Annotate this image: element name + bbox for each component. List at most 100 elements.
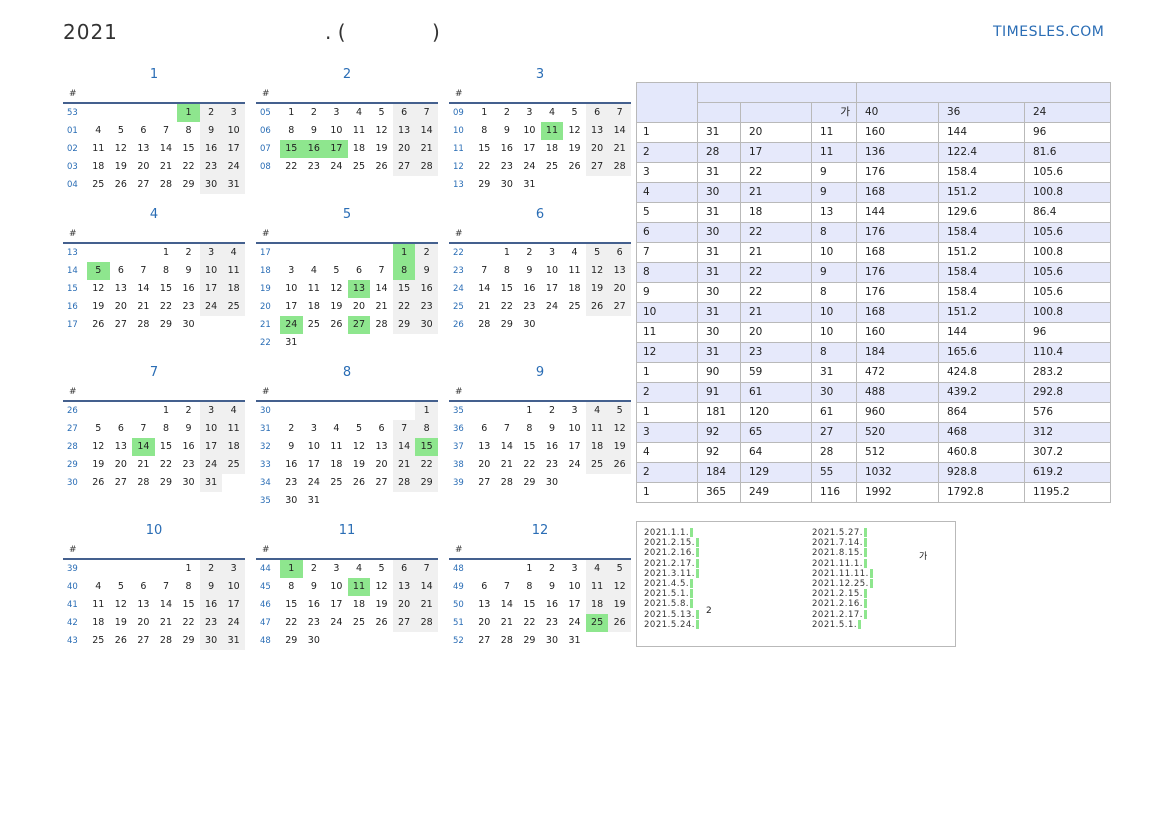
stats-row: 11 30 20 10 160 144 96 xyxy=(636,322,1111,343)
stats-cell: 472 xyxy=(856,362,939,383)
week-number: 51 xyxy=(453,618,464,628)
month-9: 9 #35 1 2 3 4 5 36 6 7 8 9 10 11 12 37 13 14 15 16 17 18 19 38 2… xyxy=(449,364,631,492)
holiday-entry: 2021.5.13. xyxy=(644,609,699,620)
day-cell: 27 xyxy=(478,477,491,488)
day-cell: 11 xyxy=(92,599,105,610)
day-cell: 9 xyxy=(288,441,295,452)
holiday-marker xyxy=(863,599,867,609)
week-row: 12 22 23 24 25 26 27 28 xyxy=(449,158,631,176)
stats-cell: 11 xyxy=(811,142,857,163)
day-cell: 11 xyxy=(222,420,245,438)
day-cell: 13 xyxy=(375,441,388,452)
day-cell: 20 xyxy=(392,596,416,614)
day-cell: 23 xyxy=(415,298,438,316)
day-cell: 5 xyxy=(117,581,124,592)
day-cell xyxy=(110,104,133,122)
stats-cell: 11 xyxy=(811,122,857,143)
day-cell: 3 xyxy=(526,107,533,118)
day-cell: 29 xyxy=(285,635,298,646)
week-row: 22 31 xyxy=(256,334,438,352)
holiday-entry: 2021.2.17. xyxy=(812,609,873,620)
day-cell: 12 xyxy=(375,581,388,592)
week-row: 49 6 7 8 9 10 11 12 xyxy=(449,578,631,596)
month-name: 6 xyxy=(535,207,545,222)
day-cell: 10 xyxy=(222,578,245,596)
day-cell: 28 xyxy=(478,319,491,330)
day-cell: 4 xyxy=(355,563,362,574)
day-cell: 12 xyxy=(92,441,105,452)
day-cell: 19 xyxy=(608,596,631,614)
week-row: 31 2 3 4 5 6 7 8 xyxy=(256,420,438,438)
day-cell: 25 xyxy=(330,477,343,488)
month-name: 2 xyxy=(342,67,352,82)
day-cell: 4 xyxy=(310,265,317,276)
day-cell: 26 xyxy=(352,477,366,488)
stats-col-header: 가 xyxy=(811,102,857,123)
stats-cell: 105.6 xyxy=(1024,262,1111,283)
week-number: 26 xyxy=(67,406,78,416)
day-cell: 26 xyxy=(114,179,127,190)
stats-cell: 17 xyxy=(740,142,812,163)
holiday-marker xyxy=(863,589,867,599)
week-number-header: # xyxy=(69,545,77,555)
stats-cell: 307.2 xyxy=(1024,442,1111,463)
day-cell: 14 xyxy=(137,283,150,294)
stats-row: 1 181 120 61 960 864 576 xyxy=(636,402,1111,423)
holiday-entry: 2021.1.1. xyxy=(644,528,699,538)
stats-cell: 468 xyxy=(938,422,1025,443)
day-cell: 22 xyxy=(182,161,195,172)
day-cell xyxy=(87,244,110,262)
day-cell xyxy=(496,402,519,420)
stats-cell: 13 xyxy=(811,202,857,223)
day-cell: 22 xyxy=(159,301,173,312)
week-number-header: # xyxy=(69,89,77,99)
holiday-marker xyxy=(695,538,699,548)
day-cell: 13 xyxy=(137,143,150,154)
week-number: 53 xyxy=(67,108,78,118)
week-number: 30 xyxy=(67,478,78,488)
stats-cell: 165.6 xyxy=(938,342,1025,363)
stats-cell: 9 xyxy=(811,182,857,203)
day-cell: 4 xyxy=(222,402,245,420)
day-cell: 23 xyxy=(523,301,536,312)
month-name: 4 xyxy=(149,207,159,222)
day-cell: 8 xyxy=(415,420,438,438)
week-number: 32 xyxy=(260,442,271,452)
day-cell: 15 xyxy=(500,283,513,294)
day-cell xyxy=(370,632,393,650)
week-number-header: # xyxy=(262,229,270,239)
week-number: 10 xyxy=(453,126,464,136)
stats-row: 2 184 129 55 1032 928.8 619.2 xyxy=(636,462,1111,483)
week-number: 18 xyxy=(260,266,271,276)
stats-cell: 100.8 xyxy=(1024,242,1111,263)
day-cell xyxy=(110,244,133,262)
site-link[interactable]: TIMESLES.COM xyxy=(993,24,1105,40)
day-cell: 30 xyxy=(545,635,559,646)
day-cell: 23 xyxy=(285,477,298,488)
day-cell: 8 xyxy=(162,265,169,276)
day-cell: 8 xyxy=(481,125,488,136)
day-cell: 9 xyxy=(526,265,533,276)
stats-cell: 460.8 xyxy=(938,442,1025,463)
day-cell xyxy=(608,176,631,194)
stats-row: 9 30 22 8 176 158.4 105.6 xyxy=(636,282,1111,303)
day-cell: 6 xyxy=(392,560,416,578)
day-cell: 7 xyxy=(608,104,631,122)
day-cell: 30 xyxy=(415,316,438,334)
day-cell: 4 xyxy=(548,107,555,118)
day-cell: 2 xyxy=(310,563,317,574)
day-cell: 21 xyxy=(137,301,150,312)
holiday-marker xyxy=(863,609,867,619)
stats-cell: 144 xyxy=(938,122,1025,143)
day-cell: 24 xyxy=(307,477,320,488)
month-days: 26 1 2 3 4 27 5 6 7 8 9 10 11 28 12 13 14 15 16 17 18 29 19 20 2… xyxy=(63,402,245,492)
day-cell: 13 xyxy=(114,283,127,294)
day-cell xyxy=(110,402,133,420)
stats-col-header: 24 xyxy=(1024,102,1111,123)
stats-cell: 105.6 xyxy=(1024,162,1111,183)
month-rule xyxy=(256,102,438,104)
day-cell: 7 xyxy=(162,581,169,592)
week-number: 42 xyxy=(67,618,78,628)
day-cell: 2 xyxy=(185,247,192,258)
day-cell: 24 xyxy=(568,459,581,470)
